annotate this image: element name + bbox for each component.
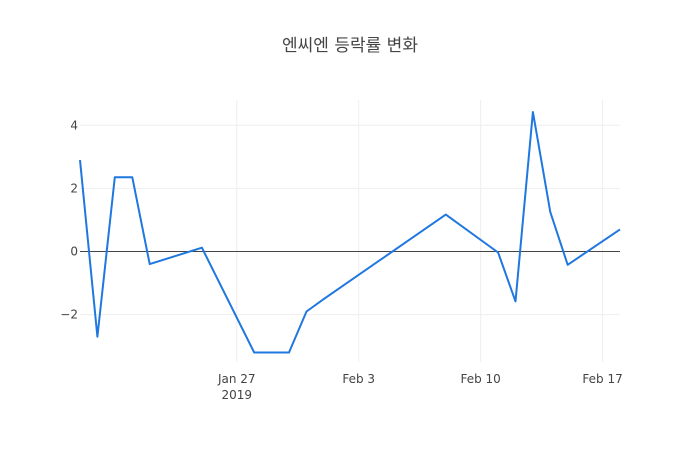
y-axis-ticks: −2 0 2 4 bbox=[60, 118, 78, 321]
y-tick-label: 4 bbox=[70, 118, 78, 132]
series-line bbox=[79, 111, 621, 354]
x-tick-year-label: 2019 bbox=[222, 388, 253, 402]
y-tick-label: 0 bbox=[70, 245, 78, 259]
y-tick-label: 2 bbox=[70, 181, 78, 195]
grid-layer bbox=[80, 100, 620, 362]
y-tick-label: −2 bbox=[60, 308, 78, 322]
x-tick-label: Feb 3 bbox=[342, 372, 375, 386]
chart-title: 엔씨엔 등락률 변화 bbox=[282, 36, 418, 56]
x-tick-label: Feb 10 bbox=[460, 372, 500, 386]
x-tick-label: Feb 17 bbox=[582, 372, 622, 386]
x-tick-label: Jan 27 bbox=[217, 372, 256, 386]
series-layer bbox=[79, 111, 621, 354]
x-axis-ticks: Jan 27 2019 Feb 3 Feb 10 Feb 17 bbox=[217, 372, 623, 402]
